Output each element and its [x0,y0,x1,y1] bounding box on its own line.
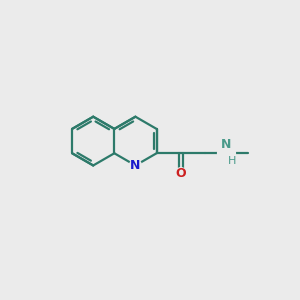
Circle shape [130,160,141,171]
Text: N: N [130,159,141,172]
Circle shape [218,144,236,162]
Text: N: N [221,139,232,152]
Text: O: O [176,167,186,181]
Circle shape [175,168,187,180]
Text: H: H [228,156,236,166]
